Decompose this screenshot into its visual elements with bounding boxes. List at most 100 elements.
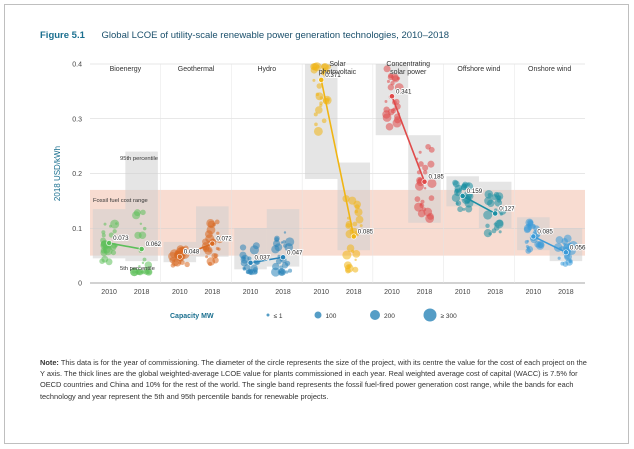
- x-tick-label: 2018: [346, 289, 362, 296]
- wavg-data-label: 0.371: [325, 72, 341, 79]
- project-point-solar_pv: [321, 62, 329, 71]
- wavg-data-label: 0.047: [287, 249, 303, 256]
- project-point-hydro: [246, 270, 250, 274]
- project-point-solar_pv: [312, 78, 316, 82]
- project-point-bioenergy: [138, 265, 141, 268]
- project-point-csp: [414, 181, 424, 191]
- project-point-offshore_wind: [485, 223, 490, 229]
- project-point-csp: [422, 164, 429, 171]
- project-point-geothermal: [170, 263, 176, 268]
- project-point-csp: [427, 178, 437, 189]
- project-point-offshore_wind: [452, 179, 459, 186]
- wavg-data-label: 0.341: [396, 88, 412, 95]
- project-point-geothermal: [204, 246, 213, 255]
- technology-label: solar power: [390, 69, 427, 76]
- project-point-csp: [394, 83, 404, 92]
- project-point-bioenergy: [103, 222, 107, 226]
- project-point-offshore_wind: [499, 212, 503, 216]
- note-label: Note:: [40, 358, 59, 367]
- project-point-offshore_wind: [496, 219, 504, 227]
- project-point-csp: [387, 108, 395, 116]
- project-point-onshore_wind: [524, 240, 529, 244]
- project-point-csp: [386, 79, 390, 83]
- project-point-hydro: [281, 262, 289, 269]
- project-point-solar_pv: [314, 122, 318, 127]
- x-tick-label: 2010: [384, 289, 400, 296]
- project-point-geothermal: [207, 220, 216, 229]
- wavg-marker-onshore_wind: [563, 249, 569, 256]
- wavg-data-label: 0.185: [428, 174, 444, 181]
- project-point-hydro: [239, 251, 247, 259]
- project-point-bioenergy: [101, 233, 106, 238]
- project-point-csp: [419, 203, 425, 209]
- project-point-onshore_wind: [560, 246, 565, 250]
- project-point-geothermal: [184, 261, 190, 268]
- project-point-hydro: [249, 270, 252, 274]
- project-point-solar_pv: [315, 106, 323, 114]
- project-point-bioenergy: [141, 261, 145, 265]
- project-point-solar_pv: [352, 266, 359, 273]
- project-point-csp: [397, 76, 401, 80]
- note-text: This data is for the year of commissioni…: [40, 358, 587, 401]
- project-point-csp: [422, 207, 427, 212]
- project-point-geothermal: [214, 219, 220, 225]
- project-point-offshore_wind: [487, 192, 492, 198]
- project-point-hydro: [271, 267, 281, 277]
- project-point-csp: [423, 187, 427, 190]
- project-point-solar_pv: [355, 215, 364, 224]
- project-point-offshore_wind: [462, 207, 466, 211]
- project-point-csp: [382, 113, 392, 122]
- project-point-solar_pv: [322, 70, 330, 78]
- legend-marker: [423, 308, 437, 322]
- project-point-bioenergy: [110, 219, 120, 229]
- project-point-csp: [388, 73, 394, 79]
- project-point-bioenergy: [140, 209, 146, 216]
- project-point-solar_pv: [346, 244, 355, 253]
- project-point-csp: [418, 161, 424, 167]
- technology-label: Offshore wind: [457, 66, 500, 73]
- wavg-line-offshore_wind: [462, 195, 496, 215]
- project-point-bioenergy: [145, 269, 150, 275]
- wavg-marker-bioenergy: [106, 240, 112, 246]
- x-tick-label: 2010: [526, 289, 542, 296]
- wavg-line-onshore_wind: [533, 235, 567, 254]
- wavg-marker-geothermal: [176, 253, 183, 260]
- x-tick-label: 2018: [134, 289, 150, 296]
- project-point-onshore_wind: [533, 225, 540, 232]
- project-point-solar_pv: [359, 224, 363, 228]
- wavg-data-label: 0.085: [358, 228, 374, 235]
- project-point-csp: [383, 65, 391, 73]
- legend-title: Capacity MW: [170, 313, 214, 320]
- legend-label: ≥ 300: [441, 313, 458, 320]
- project-point-csp: [385, 122, 394, 131]
- figure-note: Note: This data is for the year of commi…: [40, 357, 592, 402]
- annotation-5th: 5th percentile: [120, 266, 155, 272]
- project-point-hydro: [285, 270, 289, 274]
- project-point-hydro: [252, 269, 258, 275]
- y-tick-label: 0.1: [72, 226, 82, 233]
- project-point-offshore_wind: [465, 205, 473, 213]
- legend-marker: [370, 310, 380, 320]
- project-point-csp: [384, 100, 388, 103]
- project-point-offshore_wind: [456, 190, 460, 193]
- project-point-bioenergy: [134, 231, 142, 239]
- project-point-csp: [427, 160, 435, 168]
- project-point-geothermal: [178, 261, 182, 265]
- project-point-hydro: [247, 256, 252, 261]
- project-point-hydro: [287, 268, 293, 273]
- project-point-onshore_wind: [537, 241, 545, 249]
- legend-label: ≤ 1: [274, 313, 283, 320]
- project-point-csp: [426, 212, 434, 220]
- project-point-hydro: [280, 269, 285, 275]
- project-point-offshore_wind: [455, 202, 459, 205]
- project-point-offshore_wind: [493, 222, 498, 226]
- project-point-bioenergy: [144, 261, 153, 269]
- project-point-bioenergy: [103, 246, 113, 256]
- project-point-csp: [390, 81, 395, 86]
- project-point-offshore_wind: [462, 181, 468, 188]
- annotation-95th: 95th percentile: [120, 156, 158, 162]
- project-point-hydro: [249, 245, 260, 255]
- wavg-data-label: 0.056: [570, 244, 586, 251]
- project-point-solar_pv: [321, 118, 327, 124]
- x-tick-label: 2018: [417, 289, 433, 296]
